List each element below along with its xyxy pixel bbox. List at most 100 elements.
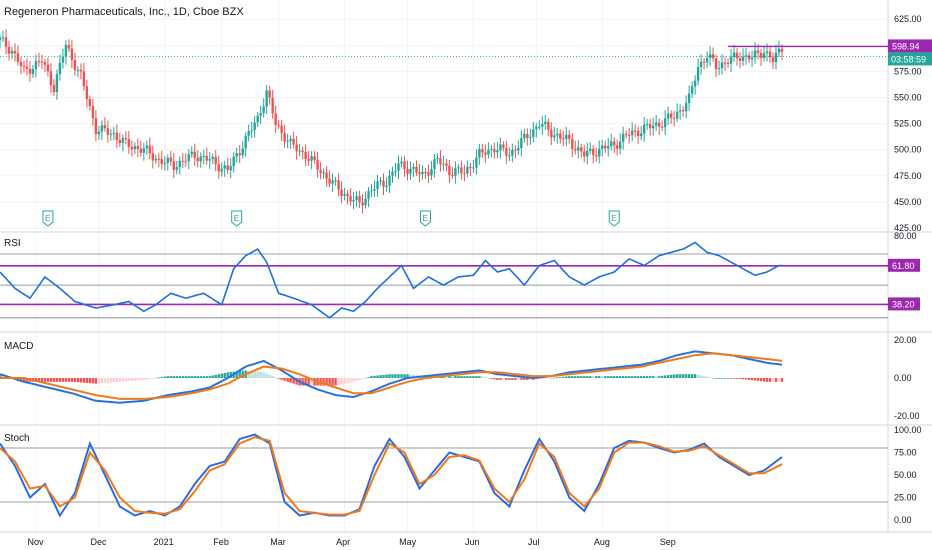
- candle-body: [112, 132, 116, 134]
- macd-histogram-bar: [493, 378, 496, 380]
- macd-histogram-bar: [205, 376, 208, 378]
- macd-histogram-bar: [630, 376, 634, 378]
- macd-histogram-bar: [76, 378, 80, 383]
- macd-histogram-bar: [94, 378, 98, 384]
- candle-body: [708, 54, 712, 58]
- macd-histogram-bar: [708, 377, 712, 379]
- macd-histogram-bar: [466, 376, 469, 378]
- macd-histogram-bar: [589, 376, 592, 378]
- candle-body: [166, 157, 169, 163]
- candle-body: [619, 141, 622, 149]
- macd-histogram-bar: [88, 378, 92, 384]
- macd-histogram-bar: [289, 378, 292, 383]
- candle-body: [666, 113, 670, 119]
- candle-body: [235, 153, 238, 157]
- candle-body: [562, 138, 565, 140]
- candle-body: [172, 161, 175, 170]
- candle-body: [46, 64, 50, 72]
- macd-histogram-bar: [406, 374, 409, 378]
- candle-body: [448, 165, 451, 175]
- candle-body: [687, 93, 691, 104]
- macd-histogram-bar: [184, 376, 187, 378]
- candle-body: [702, 61, 706, 63]
- macd-histogram-bar: [40, 378, 44, 382]
- macd-histogram-bar: [759, 378, 763, 382]
- macd-histogram-bar: [325, 378, 328, 386]
- rsi-level-tag: [888, 258, 920, 272]
- macd-histogram-bar: [304, 378, 307, 386]
- macd-histogram-bar: [553, 377, 556, 379]
- macd-histogram-bar: [58, 378, 62, 382]
- macd-histogram-bar: [49, 378, 53, 382]
- candle-body: [520, 138, 523, 149]
- macd-histogram-bar: [295, 378, 298, 385]
- macd-pane-label: MACD: [4, 341, 34, 352]
- macd-histogram-bar: [160, 377, 163, 378]
- macd-histogram-bar: [642, 376, 646, 378]
- macd-histogram-bar: [580, 376, 583, 378]
- macd-histogram-bar: [535, 378, 538, 380]
- candle-body: [40, 61, 44, 63]
- candle-body: [1, 37, 5, 39]
- candle-body: [669, 113, 673, 118]
- macd-histogram-bar: [52, 378, 56, 382]
- macd-histogram-bar: [696, 374, 700, 378]
- candle-body: [705, 57, 709, 63]
- candle-body: [274, 113, 277, 125]
- candle-body: [541, 124, 544, 127]
- macd-histogram-bar: [121, 378, 125, 382]
- candle-body: [487, 149, 490, 155]
- candle-body: [391, 171, 394, 176]
- candle-body: [13, 50, 17, 54]
- series--d: [0, 436, 783, 516]
- candle-body: [529, 136, 532, 139]
- macd-histogram-bar: [250, 371, 253, 378]
- macd-histogram-bar: [265, 373, 268, 378]
- candle-body: [28, 68, 32, 74]
- earnings-marker-label: E: [45, 214, 50, 223]
- price-tag-label: 598.94: [892, 41, 920, 51]
- macd-histogram-bar: [85, 378, 89, 383]
- candle-body: [630, 130, 634, 136]
- macd-histogram-bar: [241, 370, 244, 378]
- candle-body: [675, 111, 679, 119]
- candle-body: [262, 106, 265, 114]
- macd-axis-tick: 0.00: [894, 373, 912, 383]
- candle-body: [73, 60, 77, 71]
- macd-histogram-bar: [103, 378, 107, 383]
- candle-body: [376, 181, 379, 190]
- candle-body: [714, 58, 718, 70]
- earnings-icon: [419, 210, 431, 227]
- candle-body: [61, 56, 65, 63]
- price-axis-tick: 475.00: [894, 171, 922, 181]
- candle-body: [499, 144, 502, 151]
- macd-histogram-bar: [352, 378, 355, 382]
- macd-histogram-bar: [720, 378, 724, 379]
- macd-histogram-bar: [397, 374, 400, 378]
- macd-histogram-bar: [334, 378, 337, 386]
- macd-histogram-bar: [771, 378, 775, 382]
- candle-body: [265, 90, 268, 107]
- macd-histogram-bar: [403, 374, 406, 378]
- candle-body: [544, 121, 547, 125]
- macd-histogram-bar: [451, 376, 454, 378]
- time-axis-tick: Jul: [528, 537, 540, 547]
- macd-histogram-bar: [457, 376, 460, 378]
- macd-histogram-bar: [211, 375, 214, 378]
- candle-body: [334, 180, 337, 182]
- candle-body: [31, 68, 35, 74]
- macd-histogram-bar: [268, 374, 271, 378]
- time-axis-tick: Dec: [90, 537, 107, 547]
- candle-body: [379, 180, 382, 182]
- macd-histogram-bar: [526, 378, 529, 380]
- macd-histogram-bar: [666, 375, 670, 378]
- macd-histogram-bar: [705, 376, 709, 378]
- candle-body: [64, 44, 68, 57]
- macd-histogram-bar: [193, 376, 196, 378]
- macd-histogram-bar: [367, 377, 370, 378]
- candle-body: [610, 141, 613, 147]
- candle-body: [720, 62, 724, 69]
- macd-histogram-bar: [711, 378, 715, 379]
- candle-body: [633, 130, 637, 132]
